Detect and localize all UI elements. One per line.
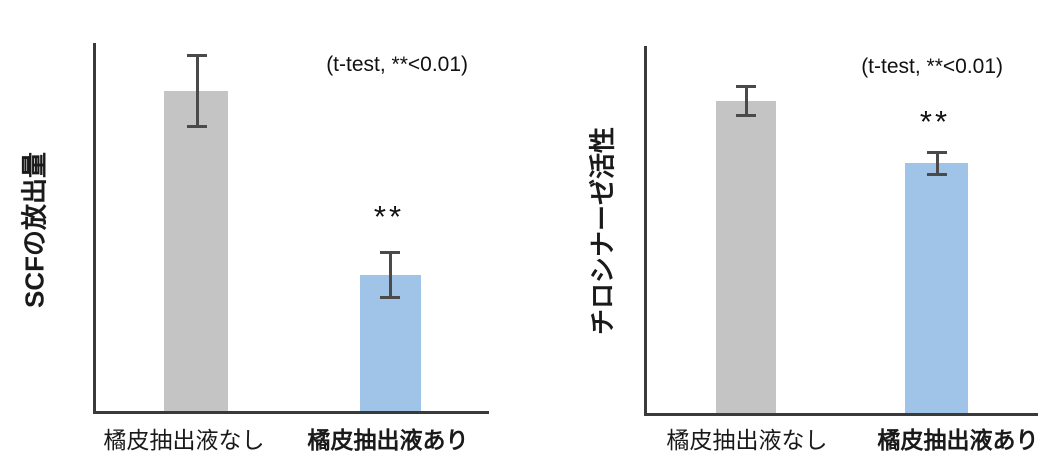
ttest-annotation: (t-test, **<0.01) (326, 53, 468, 76)
significance-marker: ** (373, 199, 405, 234)
error-bar-with-extract (380, 251, 400, 299)
plot-area: ** (t-test, **<0.01) (644, 46, 1038, 416)
bar-with-extract (905, 163, 968, 413)
bar-no-extract (164, 91, 228, 411)
x-axis-label-with-extract: 橘皮抽出液あり (877, 427, 1039, 453)
x-axis-label-no-extract: 橘皮抽出液なし (103, 427, 265, 453)
plot-area: ** (t-test, **<0.01) (93, 43, 489, 414)
x-axis-label-with-extract: 橘皮抽出液あり (307, 427, 469, 453)
bar-no-extract (716, 101, 776, 413)
error-bar-no-extract (736, 85, 756, 117)
error-bar-with-extract (927, 151, 947, 176)
x-axis-label-no-extract: 橘皮抽出液なし (666, 427, 828, 453)
y-axis-label: SCFの放出量 (19, 151, 50, 309)
significance-marker: ** (919, 104, 951, 139)
error-bar-no-extract (187, 54, 207, 128)
ttest-annotation: (t-test, **<0.01) (861, 55, 1003, 78)
y-axis-label: チロシナーゼ活性 (587, 126, 618, 336)
